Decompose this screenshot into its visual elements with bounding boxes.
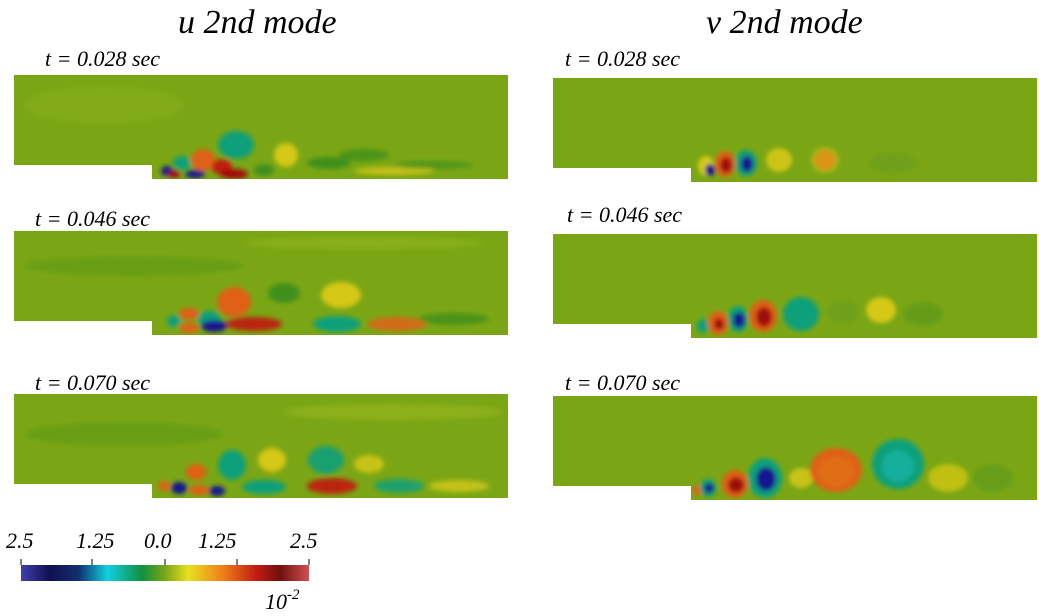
vortex-structures [24,237,489,333]
contour-panel-u-t0046 [14,231,508,335]
colorbar-exponent: 10-2 [265,588,300,613]
vortex-structures [24,404,504,496]
contour-panel-v-t0070 [553,396,1037,500]
colorbar-tick-label-1: 2.5 [6,528,34,553]
colorbar-tick-label-4: 1.25 [198,528,237,553]
time-label-u-1: t = 0.028 sec [45,46,161,71]
vortex-structures [24,87,474,179]
time-label-u-2: t = 0.046 sec [35,206,151,231]
contour-panel-u-t0070 [14,394,508,498]
column-title-u: u 2nd mode [178,4,337,41]
contour-panel-v-t0046 [553,234,1037,338]
time-label-v-2: t = 0.046 sec [567,202,683,227]
colorbar [20,559,310,581]
colorbar-tick-label-2: 1.25 [76,528,115,553]
colorbar-gradient [21,565,309,581]
contour-panel-u-t0028 [14,75,508,179]
contour-panel-v-t0028 [553,78,1037,182]
column-title-v: v 2nd mode [706,4,863,41]
colorbar-exponent-base: 10 [265,589,287,614]
colorbar-tick-label-3: 0.0 [144,528,172,553]
vortex-structures [697,297,943,335]
vortex-structures [693,439,1013,498]
colorbar-exponent-power: -2 [287,587,300,603]
vortex-structures [698,147,918,177]
field-background [553,78,1037,182]
time-label-v-1: t = 0.028 sec [565,46,681,71]
time-label-u-3: t = 0.070 sec [35,370,151,395]
colorbar-tick-label-5: 2.5 [290,528,318,553]
time-label-v-3: t = 0.070 sec [565,370,681,395]
